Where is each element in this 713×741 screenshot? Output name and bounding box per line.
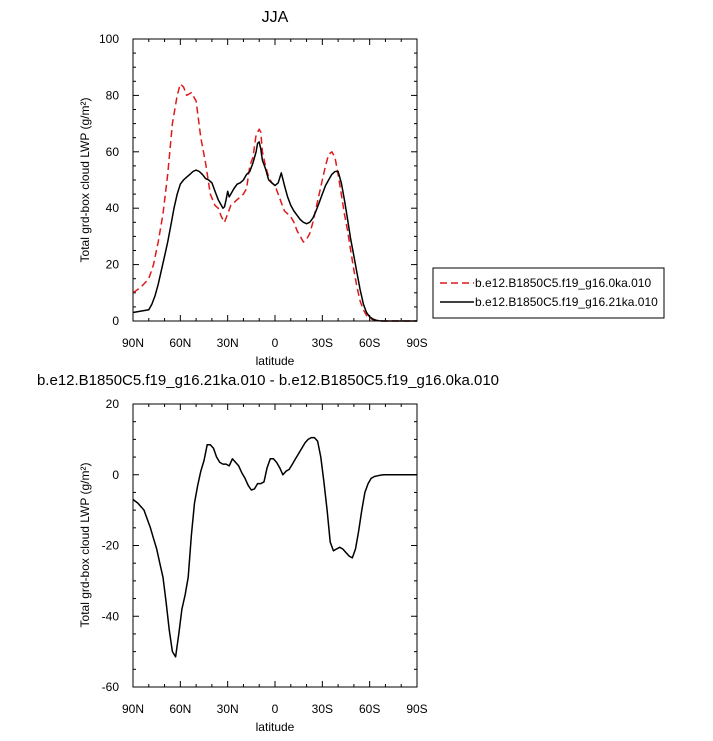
top-x-tick-label: 30S	[312, 336, 333, 350]
top-y-tick-label: 80	[106, 88, 120, 102]
top-y-tick-label: 100	[99, 32, 119, 46]
bottom-panel-x-tick-labels: 90N 60N 30N 0 30S 60S 90S	[122, 702, 428, 716]
top-x-tick-label: 30N	[217, 336, 239, 350]
bottom-panel-y-tick-labels: -60 -40 -20 0 20	[102, 397, 120, 694]
top-panel-ticks	[132, 38, 418, 322]
top-y-tick-label: 20	[106, 258, 120, 272]
bottom-x-tick-label: 90N	[122, 702, 144, 716]
bottom-panel-title: b.e12.B1850C5.f19_g16.21ka.010 - b.e12.B…	[37, 372, 499, 389]
bottom-y-tick-label: -40	[102, 609, 120, 623]
top-panel-plot-frame	[132, 38, 418, 322]
bottom-y-tick-label: -60	[102, 680, 120, 694]
top-x-tick-label: 60S	[359, 336, 380, 350]
bottom-x-tick-label: 30N	[217, 702, 239, 716]
top-y-tick-label: 60	[106, 145, 120, 159]
bottom-panel-plot-frame	[132, 403, 418, 688]
bottom-panel: b.e12.B1850C5.f19_g16.21ka.010 - b.e12.B…	[37, 372, 499, 734]
top-panel: JJA 90N 60N 30N 0 30S 60S 90S 0 20 40 60 80 100 lat…	[78, 9, 428, 368]
top-y-tick-label: 40	[106, 201, 120, 215]
top-x-tick-label: 0	[272, 336, 279, 350]
bottom-y-tick-label: 20	[106, 397, 120, 411]
top-panel-y-axis-label: Total grd-box cloud LWP (g/m²)	[78, 98, 92, 263]
bottom-x-tick-label: 90S	[406, 702, 427, 716]
bottom-y-tick-label: -20	[102, 539, 120, 553]
bottom-panel-x-axis-label: latitude	[256, 720, 295, 734]
top-panel-x-tick-labels: 90N 60N 30N 0 30S 60S 90S	[122, 336, 428, 350]
legend-label-21ka: b.e12.B1850C5.f19_g16.21ka.010	[475, 295, 658, 309]
top-x-tick-label: 60N	[169, 336, 191, 350]
top-panel-series-lines	[132, 83, 417, 322]
bottom-series-line-0	[132, 436, 417, 658]
bottom-x-tick-label: 30S	[312, 702, 333, 716]
legend-label-0ka: b.e12.B1850C5.f19_g16.0ka.010	[475, 276, 651, 290]
top-series-line-1	[132, 141, 417, 322]
top-panel-title: JJA	[262, 9, 289, 26]
bottom-panel-y-axis-label: Total grd-box cloud LWP (g/m²)	[78, 463, 92, 628]
bottom-x-tick-label: 0	[272, 702, 279, 716]
top-panel-y-tick-labels: 0 20 40 60 80 100	[99, 32, 119, 328]
top-panel-x-axis-label: latitude	[256, 354, 295, 368]
top-x-tick-label: 90N	[122, 336, 144, 350]
bottom-panel-series-lines	[132, 436, 417, 658]
bottom-x-tick-label: 60S	[359, 702, 380, 716]
top-x-tick-label: 90S	[406, 336, 427, 350]
bottom-y-tick-label: 0	[112, 468, 119, 482]
top-series-line-0	[132, 83, 417, 322]
bottom-x-tick-label: 60N	[169, 702, 191, 716]
legend: b.e12.B1850C5.f19_g16.0ka.010 b.e12.B185…	[432, 267, 665, 319]
top-y-tick-label: 0	[112, 314, 119, 328]
legend-box	[432, 267, 665, 319]
bottom-panel-ticks	[132, 403, 418, 688]
